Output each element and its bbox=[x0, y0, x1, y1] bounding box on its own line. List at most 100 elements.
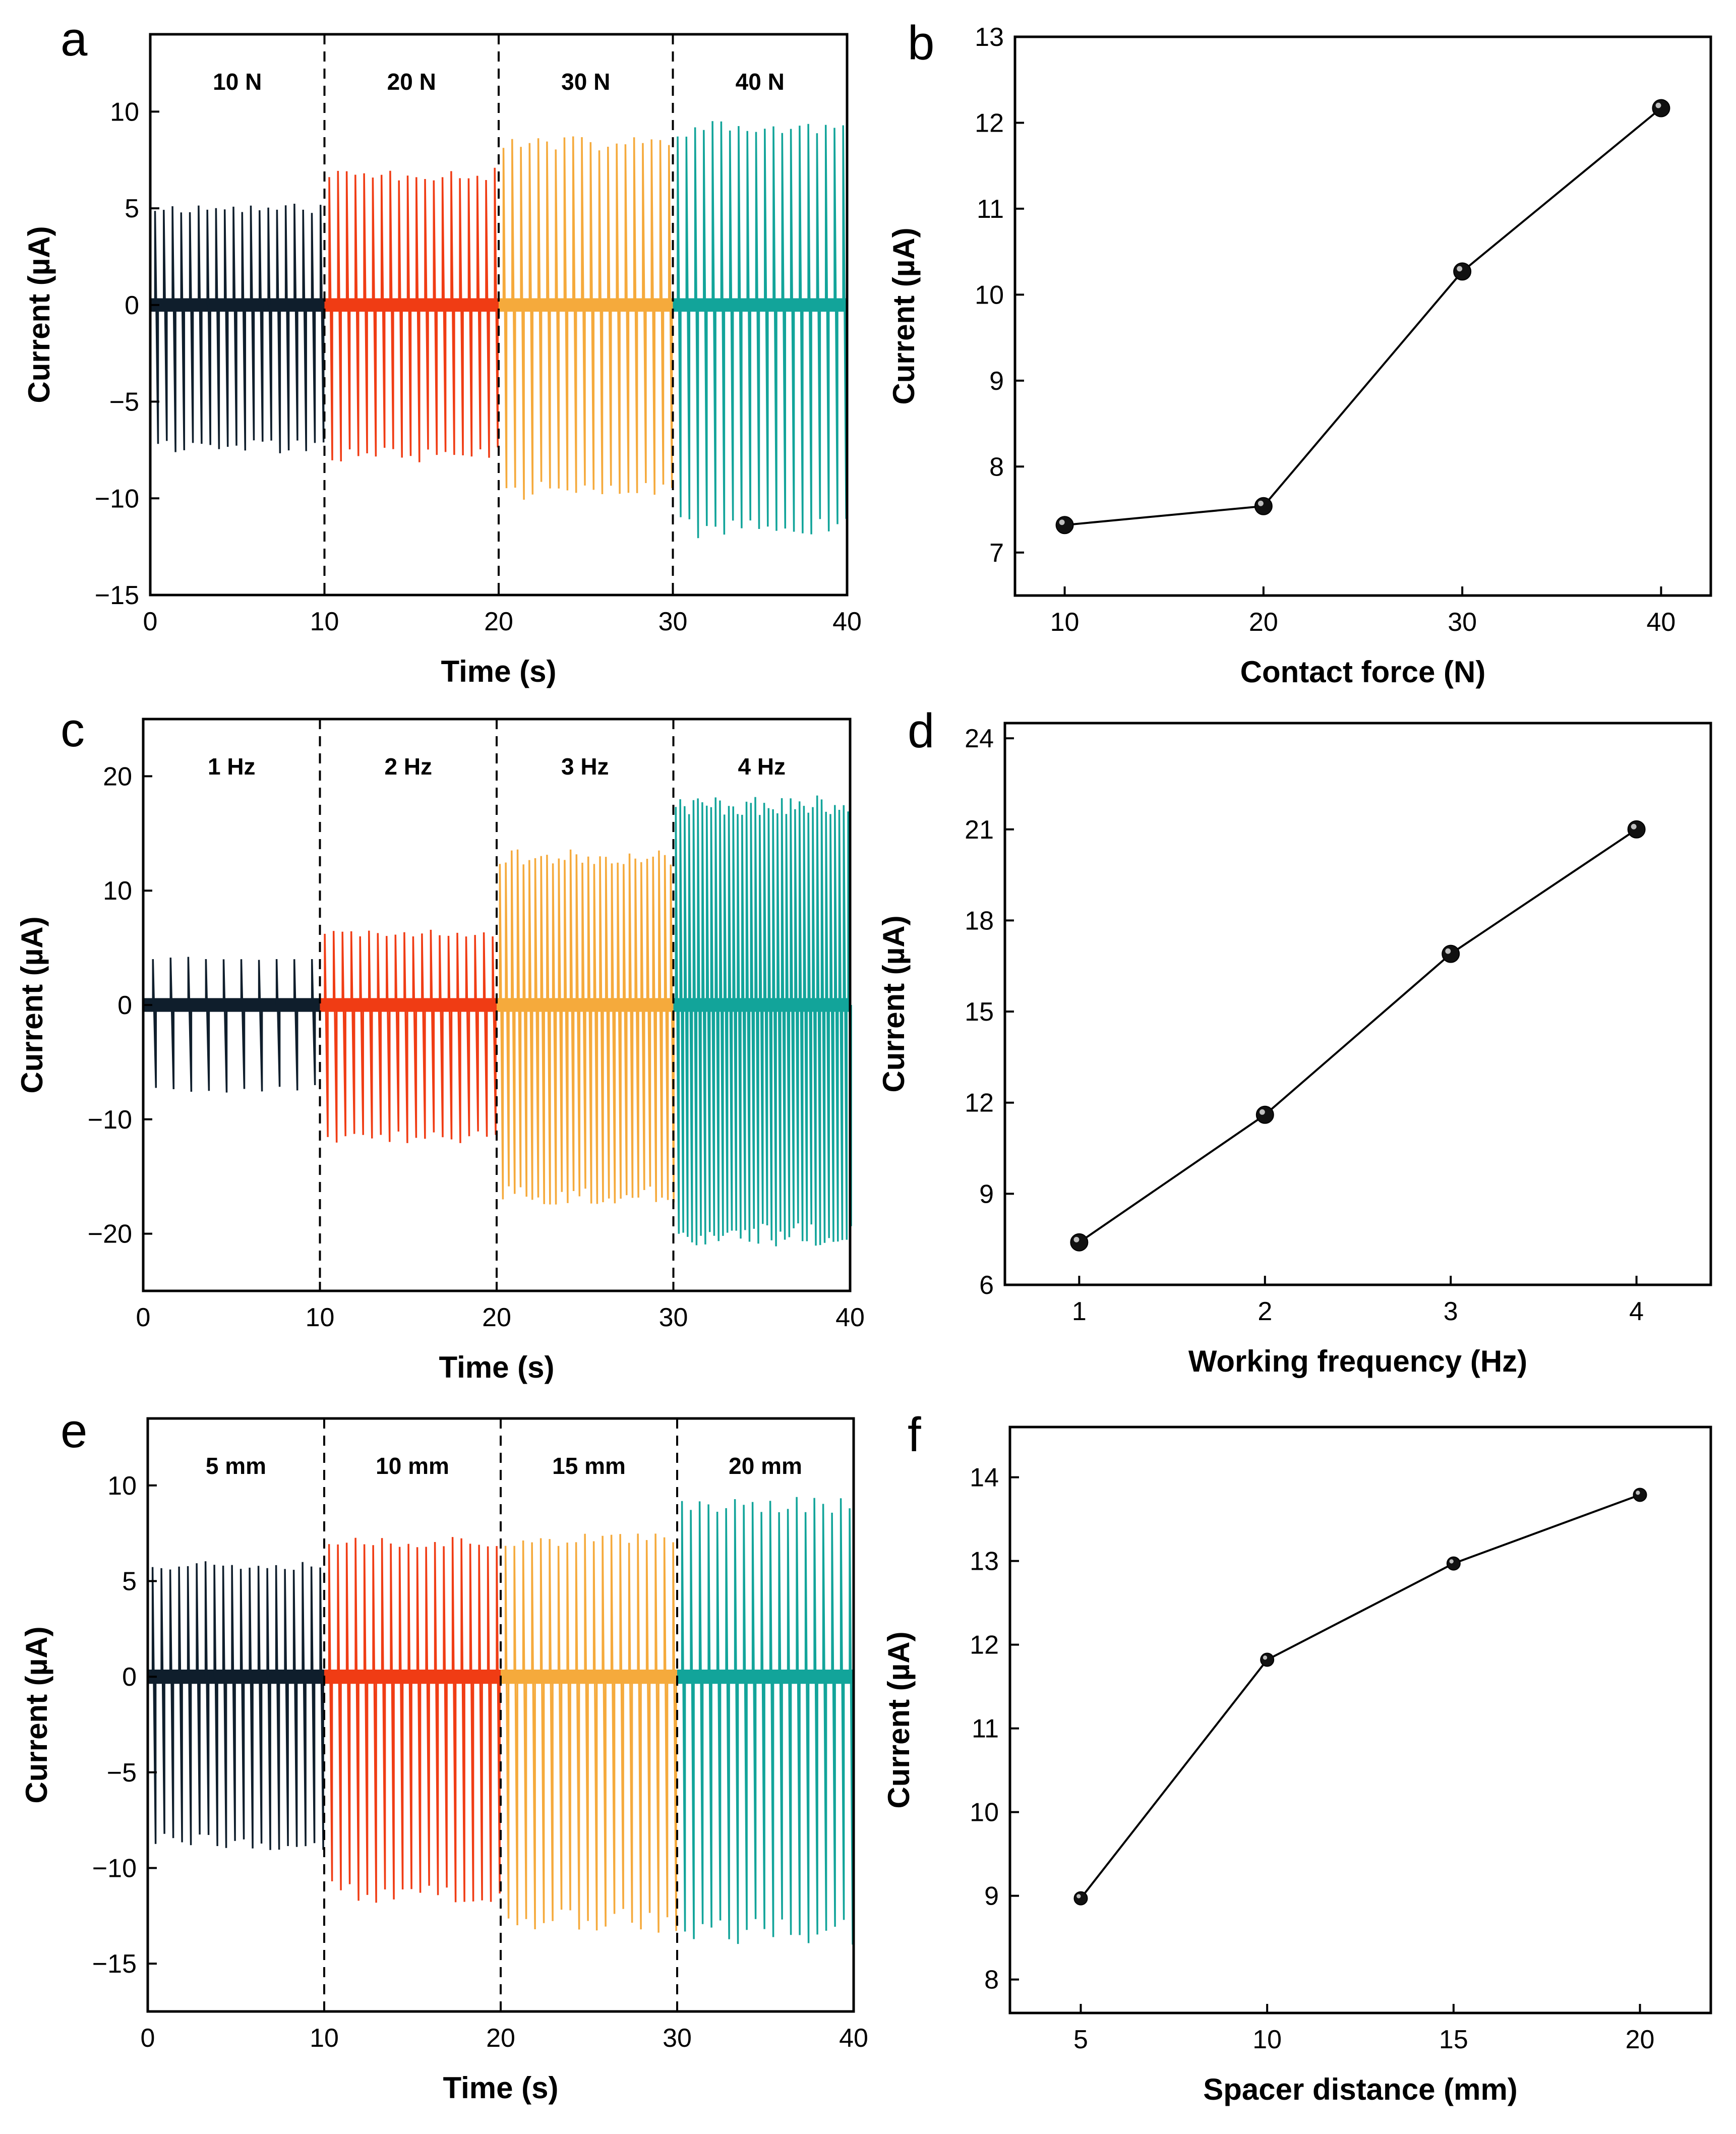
y-tick-label: −15 bbox=[92, 1949, 137, 1979]
trace-segment-3 bbox=[499, 136, 673, 500]
y-tick-label: 9 bbox=[979, 1179, 994, 1209]
x-tick-label: 3 bbox=[1444, 1297, 1458, 1326]
y-tick-label: 5 bbox=[125, 194, 139, 223]
current-pulses bbox=[154, 203, 325, 453]
trace-segment-4 bbox=[673, 795, 852, 1247]
current-pulses bbox=[502, 136, 673, 500]
y-axis-title: Current (µA) bbox=[877, 915, 911, 1092]
y-tick-label: 12 bbox=[975, 108, 1004, 138]
y-tick-label: 0 bbox=[125, 291, 139, 320]
plot-frame bbox=[1008, 1426, 1712, 2014]
x-tick-label: 20 bbox=[486, 2024, 515, 2053]
y-tick-label: 15 bbox=[965, 997, 994, 1027]
x-tick-label: 10 bbox=[310, 2024, 339, 2053]
y-tick-label: −10 bbox=[92, 1854, 137, 1883]
trace-segment-4 bbox=[677, 1497, 854, 1945]
panel-letter: d bbox=[908, 704, 934, 758]
x-tick-label: 0 bbox=[136, 1303, 151, 1332]
data-point-highlight bbox=[1059, 519, 1065, 525]
segment-label: 2 Hz bbox=[384, 753, 432, 780]
data-point bbox=[1255, 1105, 1274, 1124]
trace-segment-3 bbox=[497, 849, 675, 1205]
panel-letter: a bbox=[61, 12, 88, 66]
y-tick-label: −10 bbox=[95, 484, 139, 513]
current-pulses bbox=[328, 167, 499, 462]
data-point bbox=[1260, 1652, 1275, 1667]
trace-segment-3 bbox=[501, 1533, 677, 1933]
y-axis-title: Current (µA) bbox=[882, 1631, 916, 1808]
segment-label: 20 mm bbox=[729, 1453, 802, 1479]
data-point-highlight bbox=[1258, 500, 1264, 506]
data-point bbox=[1627, 820, 1646, 839]
x-tick-label: 1 bbox=[1072, 1297, 1087, 1326]
x-tick-label: 10 bbox=[1252, 2025, 1282, 2054]
plot-frame bbox=[1013, 35, 1712, 597]
y-tick-label: 9 bbox=[989, 367, 1004, 396]
baseline-noise bbox=[320, 998, 497, 1012]
trace-segment-2 bbox=[324, 167, 499, 462]
x-tick-label: 0 bbox=[143, 607, 158, 636]
y-tick-label: 12 bbox=[965, 1089, 994, 1118]
segment-label: 40 N bbox=[736, 69, 785, 95]
panel-c: 1 Hz 2 Hz 3 Hz 4 Hz 0 10 20 30 40 −20 −10 0 10 20 Time… bbox=[15, 703, 865, 1384]
trace-segment-1 bbox=[150, 203, 325, 453]
y-tick-label: 21 bbox=[965, 815, 994, 845]
x-axis-title: Spacer distance (mm) bbox=[1203, 2072, 1518, 2106]
x-tick-label: 40 bbox=[832, 607, 862, 636]
y-tick-label: 18 bbox=[965, 906, 994, 935]
y-tick-label: 20 bbox=[103, 762, 132, 791]
x-tick-label: 40 bbox=[839, 2024, 868, 2053]
x-tick-label: 4 bbox=[1629, 1297, 1644, 1326]
panel-letter: c bbox=[61, 703, 85, 757]
panel-b: 10 20 30 40 7 8 9 10 11 12 13 Contact force (N) Curr… bbox=[887, 16, 1712, 689]
segment-label: 30 N bbox=[561, 69, 610, 95]
segment-label: 3 Hz bbox=[561, 753, 609, 780]
y-tick-label: 10 bbox=[970, 1798, 999, 1827]
y-tick-label: 13 bbox=[975, 23, 1004, 52]
x-tick-label: 10 bbox=[306, 1303, 335, 1332]
y-tick-label: 11 bbox=[972, 1714, 999, 1744]
data-point bbox=[1442, 944, 1460, 963]
current-pulses bbox=[504, 1533, 677, 1933]
y-axis-title: Current (µA) bbox=[887, 227, 921, 404]
data-point bbox=[1055, 516, 1074, 535]
y-tick-label: 9 bbox=[984, 1882, 999, 1911]
x-tick-label: 30 bbox=[659, 607, 688, 636]
x-tick-label: 10 bbox=[1050, 608, 1080, 637]
segment-label: 1 Hz bbox=[208, 753, 256, 780]
x-axis-title: Working frequency (Hz) bbox=[1188, 1344, 1527, 1378]
y-tick-label: 14 bbox=[970, 1463, 999, 1493]
y-axis-title: Current (µA) bbox=[15, 916, 49, 1093]
trace-segment-1 bbox=[148, 1561, 324, 1850]
data-point-highlight bbox=[1636, 1491, 1640, 1495]
panel-letter: e bbox=[61, 1404, 87, 1458]
x-tick-label: 40 bbox=[1647, 608, 1676, 637]
x-axis-title: Time (s) bbox=[443, 2071, 559, 2105]
y-tick-label: −20 bbox=[88, 1220, 132, 1249]
series-line bbox=[1079, 828, 1637, 1243]
data-point-highlight bbox=[1631, 823, 1637, 829]
x-tick-label: 0 bbox=[141, 2024, 155, 2053]
y-tick-label: 11 bbox=[977, 195, 1004, 224]
y-tick-label: −5 bbox=[107, 1758, 137, 1788]
panel-letter: b bbox=[908, 16, 934, 70]
x-tick-label: 30 bbox=[659, 1303, 688, 1332]
y-tick-label: 10 bbox=[110, 97, 139, 127]
y-tick-label: 5 bbox=[122, 1567, 137, 1596]
x-tick-label: 20 bbox=[484, 607, 513, 636]
x-tick-label: 20 bbox=[1249, 608, 1278, 637]
current-pulses bbox=[152, 957, 316, 1093]
data-point bbox=[1453, 262, 1472, 281]
y-axis-title: Current (µA) bbox=[20, 1626, 53, 1803]
x-axis-title: Time (s) bbox=[441, 655, 557, 688]
data-point bbox=[1652, 99, 1670, 117]
trace-segment-1 bbox=[143, 957, 320, 1093]
current-pulses bbox=[499, 849, 675, 1205]
data-point bbox=[1073, 1891, 1088, 1906]
data-point bbox=[1254, 497, 1273, 515]
segment-label: 4 Hz bbox=[738, 753, 786, 780]
y-tick-label: 12 bbox=[970, 1631, 999, 1660]
y-tick-label: 7 bbox=[989, 539, 1004, 568]
